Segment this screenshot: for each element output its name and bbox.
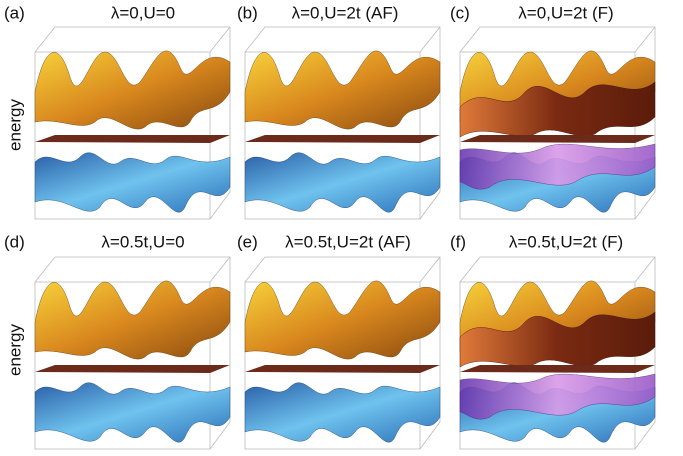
panel-title: λ=0,U=2t (AF) bbox=[292, 3, 399, 22]
panel-title: λ=0,U=0 bbox=[111, 3, 175, 22]
panel-title: λ=0.5t,U=2t (AF) bbox=[285, 232, 411, 251]
panel-title: λ=0,U=2t (F) bbox=[518, 3, 613, 22]
panel-title: λ=0.5t,U=0 bbox=[101, 232, 184, 251]
y-axis-label: energy bbox=[5, 99, 24, 151]
panel-label: (f) bbox=[450, 232, 466, 251]
panel-label: (e) bbox=[237, 232, 258, 251]
panel-label: (c) bbox=[450, 3, 470, 22]
panel-title: λ=0.5t,U=2t (F) bbox=[509, 232, 623, 251]
panel-label: (b) bbox=[237, 3, 258, 22]
panel-label: (a) bbox=[4, 3, 25, 22]
figure: energy energy (a) λ=0,U=0 (b) λ=0,U=2t (… bbox=[0, 0, 683, 456]
panel-label: (d) bbox=[4, 232, 25, 251]
y-axis-label: energy bbox=[5, 324, 24, 376]
